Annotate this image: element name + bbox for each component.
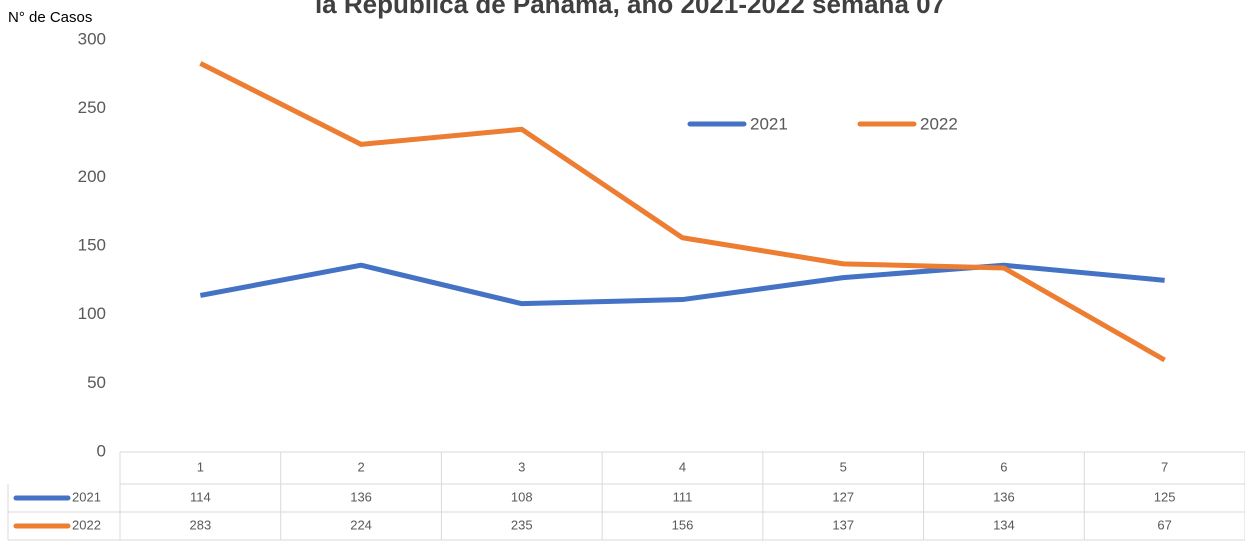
table-cell: 127 <box>832 489 854 504</box>
y-tick-label: 300 <box>78 29 106 48</box>
table-cell: 134 <box>993 517 1015 532</box>
x-tick-label: 6 <box>1000 459 1007 474</box>
table-cell: 111 <box>673 489 693 504</box>
table-cell: 224 <box>350 517 372 532</box>
y-tick-label: 150 <box>78 235 106 254</box>
table-cell: 108 <box>511 489 533 504</box>
table-cell: 125 <box>1154 489 1176 504</box>
table-cell: 156 <box>672 517 694 532</box>
y-tick-label: 100 <box>78 304 106 323</box>
table-cell: 283 <box>190 517 212 532</box>
table-cell: 136 <box>350 489 372 504</box>
table-cell: 137 <box>832 517 854 532</box>
chart-title: la República de Panamá, año 2021-2022 se… <box>315 0 945 19</box>
y-tick-label: 250 <box>78 98 106 117</box>
table-cell: 67 <box>1157 517 1171 532</box>
x-tick-label: 7 <box>1161 459 1168 474</box>
legend-label: 2022 <box>920 114 958 133</box>
y-tick-label: 200 <box>78 167 106 186</box>
table-row-label: 2022 <box>72 517 101 532</box>
series-line <box>199 262 1165 307</box>
x-tick-label: 3 <box>518 459 525 474</box>
y-tick-label: 0 <box>97 441 106 460</box>
table-row-label: 2021 <box>72 489 101 504</box>
x-tick-label: 4 <box>679 459 686 474</box>
table-cell: 114 <box>190 489 211 504</box>
x-tick-label: 2 <box>357 459 364 474</box>
x-tick-label: 5 <box>840 459 847 474</box>
x-tick-label: 1 <box>197 459 204 474</box>
y-axis-label: N° de Casos <box>8 9 92 26</box>
legend-label: 2021 <box>750 114 788 133</box>
series-line <box>199 61 1166 363</box>
table-cell: 136 <box>993 489 1015 504</box>
table-cell: 235 <box>511 517 533 532</box>
y-tick-label: 50 <box>87 373 106 392</box>
